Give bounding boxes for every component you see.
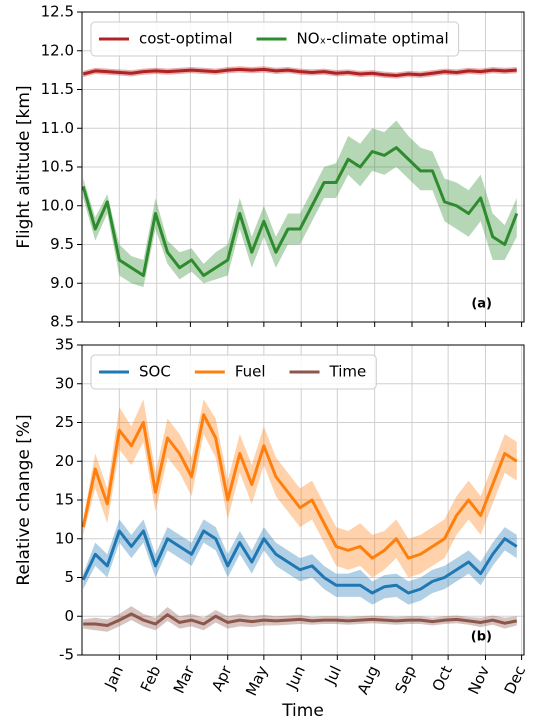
y-tick-label: 25 (55, 413, 74, 431)
x-tick-label: May (242, 663, 271, 699)
uncertainty-band (83, 399, 517, 578)
series-line (83, 612, 518, 628)
plot-frame (81, 344, 525, 656)
y-axis-label: Flight altitude [km] (14, 85, 34, 248)
panel-annotation: (a) (471, 297, 492, 312)
legend: SOC Fuel Time (90, 354, 377, 390)
x-tick-label: Jun (282, 663, 309, 693)
y-tick-label: 9.5 (50, 235, 74, 253)
legend-label: cost-optimal (139, 30, 233, 48)
legend-label: SOC (139, 363, 171, 381)
y-tick-label: 15 (55, 491, 74, 509)
legend-label: Fuel (235, 363, 266, 381)
legend-box (90, 354, 377, 390)
y-tick-label: 12.5 (41, 3, 74, 21)
x-tick-label: Feb (137, 663, 165, 695)
y-tick-label: 5 (64, 568, 74, 586)
x-tick-label: Dec (501, 663, 530, 697)
legend: cost-optimal NOₓ-climate optimal (90, 21, 460, 57)
y-tick-label: 30 (55, 374, 74, 392)
x-tick-label: Sep (391, 663, 419, 696)
x-tick-label: Jan (101, 663, 128, 692)
y-tick-label: 20 (55, 452, 74, 470)
series-line (81, 413, 518, 560)
x-tick-label: Jul (321, 663, 345, 688)
plot-frame (81, 11, 525, 323)
y-tick-label: 10.0 (41, 196, 74, 214)
x-tick-label: Mar (170, 662, 199, 696)
y-tick-label: 8.5 (50, 313, 74, 331)
x-tick-label: Nov (464, 663, 493, 697)
legend-label: NOₓ-climate optimal (297, 30, 449, 48)
series-line (81, 529, 518, 595)
y-tick-label: 9.0 (50, 274, 74, 292)
y-tick-label: 11.5 (41, 80, 74, 98)
y-tick-label: 10.5 (41, 158, 74, 176)
y-axis-label: Relative change [%] (14, 414, 34, 585)
y-tick-label: 12.0 (41, 41, 74, 59)
x-tick-label: Oct (429, 663, 456, 694)
x-tick-label: Aug (354, 663, 383, 697)
x-tick-label: Apr (208, 662, 236, 694)
uncertainty-band (83, 120, 517, 288)
y-tick-label: 10 (55, 529, 74, 547)
y-tick-label: 11.0 (41, 119, 74, 137)
series-line (82, 67, 517, 78)
panel-annotation: (b) (471, 630, 492, 645)
y-tick-label: 35 (55, 336, 74, 354)
series-line (81, 146, 519, 277)
y-tick-label: -5 (59, 646, 74, 664)
uncertainty-band (83, 519, 517, 605)
legend-label: Time (329, 363, 367, 381)
y-tick-label: 0 (64, 607, 74, 625)
x-axis-label: Time (281, 701, 324, 721)
